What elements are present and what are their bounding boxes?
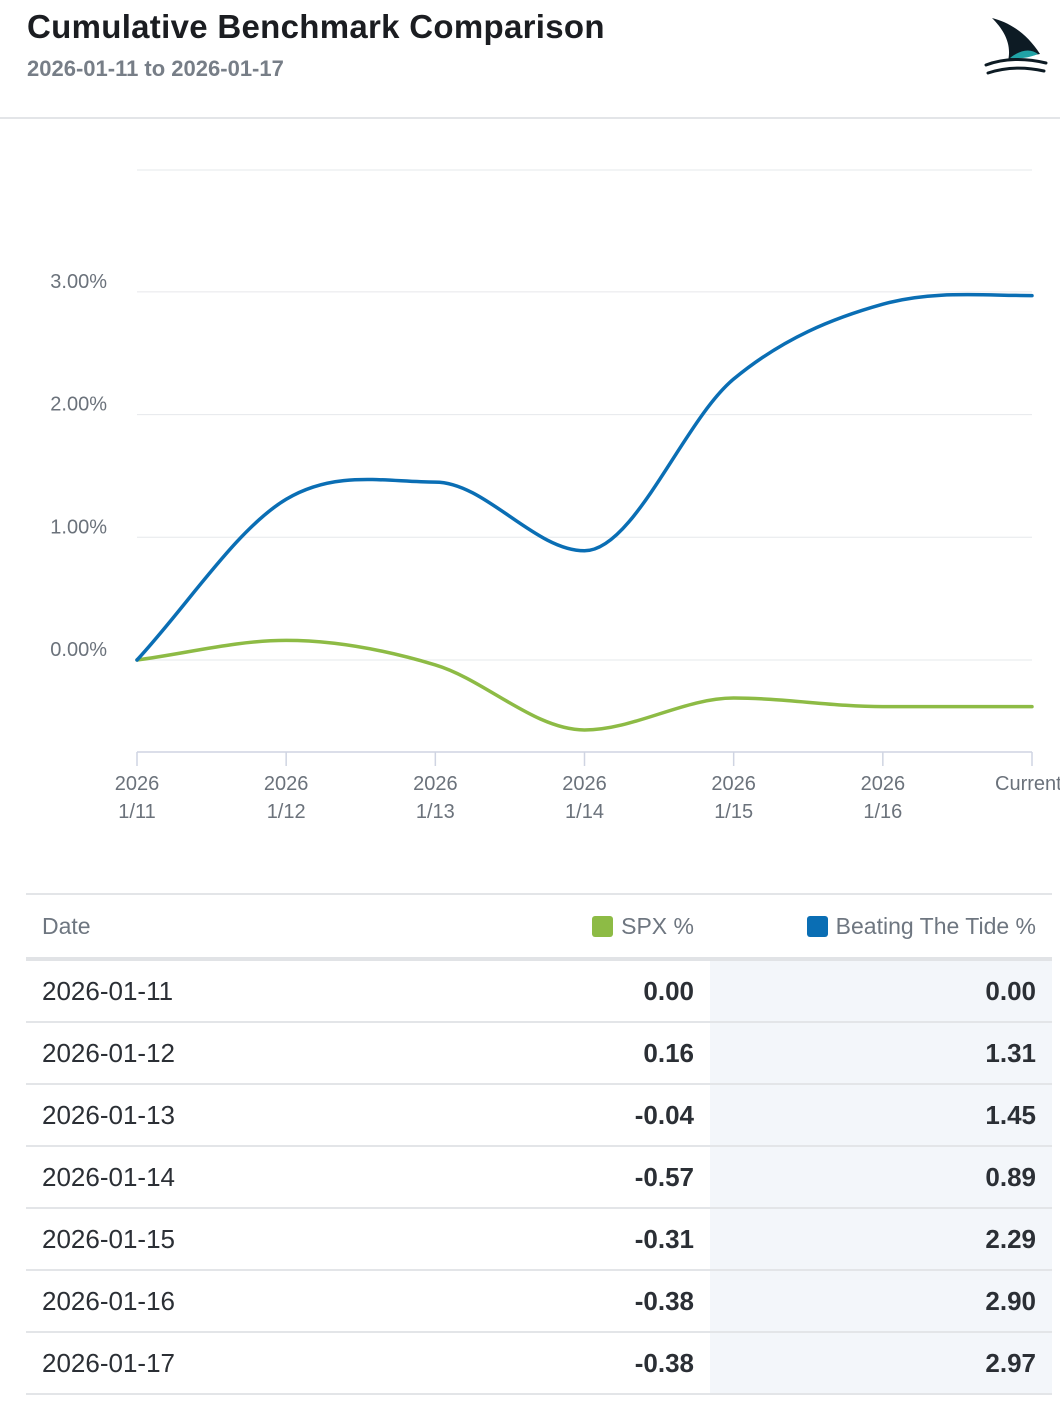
x-tick-label: 2026	[264, 773, 309, 795]
spx-series-line	[135, 638, 1034, 732]
row-spx-value: -0.04	[634, 1100, 694, 1130]
row-btt-value: 2.29	[985, 1224, 1036, 1254]
table-row: 2026-01-14 -0.57 0.89	[26, 1147, 1052, 1209]
table-body: 2026-01-11 0.00 0.00 2026-01-12 0.16 1.3…	[26, 961, 1052, 1395]
x-tick-label: 2026	[861, 773, 906, 795]
row-date: 2026-01-17	[42, 1348, 175, 1378]
table-row: 2026-01-17 -0.38 2.97	[26, 1333, 1052, 1395]
table-row: 2026-01-13 -0.04 1.45	[26, 1085, 1052, 1147]
x-axis: 2026 1/11 2026 1/12 2026 1/13 2026 1/14 2026 1/15…	[115, 751, 1060, 823]
row-spx-value: -0.38	[634, 1286, 694, 1316]
x-tick-label: 1/15	[714, 801, 753, 823]
column-header-spx-label: SPX %	[621, 913, 694, 939]
y-axis-tick-labels: 0.00% 1.00% 2.00% 3.00%	[50, 271, 107, 661]
x-tick-label: 2026	[115, 773, 160, 795]
benchmark-table: Date SPX % Beating The Tide % 2026-01-11…	[26, 893, 1052, 1395]
row-date: 2026-01-16	[42, 1286, 175, 1316]
row-spx-value: 0.16	[643, 1038, 694, 1068]
chart-gridlines	[137, 169, 1032, 661]
row-btt-value: 1.31	[985, 1038, 1036, 1068]
row-spx-value: -0.38	[634, 1348, 694, 1378]
table-header: Date SPX % Beating The Tide %	[26, 893, 1052, 961]
y-tick-label: 0.00%	[50, 639, 107, 661]
spx-legend-swatch	[592, 916, 614, 937]
column-header-spx: SPX %	[592, 895, 694, 957]
column-header-btt: Beating The Tide %	[806, 895, 1036, 957]
table-row: 2026-01-11 0.00 0.00	[26, 961, 1052, 1023]
x-tick-label: Current	[995, 773, 1060, 795]
x-tick-label: 1/14	[565, 801, 604, 823]
x-tick-label: 1/11	[118, 801, 155, 823]
y-tick-label: 2.00%	[50, 394, 107, 416]
btt-legend-swatch	[806, 916, 828, 937]
x-tick-label: 2026	[711, 773, 756, 795]
row-date: 2026-01-12	[42, 1038, 175, 1068]
row-btt-value: 0.89	[985, 1162, 1036, 1192]
table-row: 2026-01-15 -0.31 2.29	[26, 1209, 1052, 1271]
y-tick-label: 3.00%	[50, 271, 107, 293]
table-row: 2026-01-12 0.16 1.31	[26, 1023, 1052, 1085]
x-tick-label: 2026	[562, 773, 607, 795]
row-btt-value: 2.97	[985, 1348, 1036, 1378]
table-row: 2026-01-16 -0.38 2.90	[26, 1271, 1052, 1333]
row-btt-value: 2.90	[985, 1286, 1036, 1316]
y-tick-label: 1.00%	[50, 516, 107, 538]
report-header: Cumulative Benchmark Comparison 2026-01-…	[0, 0, 1060, 119]
x-tick-label: 1/13	[416, 801, 455, 823]
row-date: 2026-01-14	[42, 1162, 175, 1192]
x-tick-label: 1/16	[863, 801, 902, 823]
x-tick-label: 1/12	[267, 801, 306, 823]
btt-series-line	[135, 292, 1034, 662]
page-title: Cumulative Benchmark Comparison	[27, 8, 605, 45]
column-header-btt-label: Beating The Tide %	[835, 913, 1036, 939]
row-spx-value: 0.00	[643, 976, 694, 1006]
benchmark-line-chart: 0.00%1.00%2.00%3.00% 20261/1120261/12202…	[50, 169, 1060, 823]
shark-fin-logo-icon	[984, 18, 1048, 75]
x-tick-label: 2026	[413, 773, 458, 795]
chart-series	[135, 292, 1034, 732]
row-btt-value: 0.00	[985, 976, 1036, 1006]
row-btt-value: 1.45	[985, 1100, 1036, 1130]
row-spx-value: -0.57	[634, 1162, 694, 1192]
row-date: 2026-01-15	[42, 1224, 175, 1254]
row-date: 2026-01-11	[42, 976, 174, 1006]
date-range-subtitle: 2026-01-11 to 2026-01-17	[27, 56, 284, 81]
row-date: 2026-01-13	[42, 1100, 175, 1130]
row-spx-value: -0.31	[634, 1224, 694, 1254]
column-header-date: Date	[42, 913, 91, 939]
